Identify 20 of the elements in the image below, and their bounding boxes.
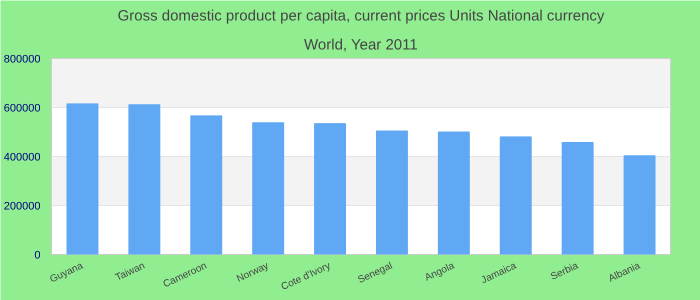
x-tick-label: Taiwan — [114, 260, 147, 284]
bar — [562, 142, 594, 254]
y-tick-label: 0 — [34, 250, 41, 262]
y-tick-label: 600000 — [4, 102, 41, 114]
y-tick-label: 200000 — [4, 200, 41, 212]
chart-title: Gross domestic product per capita, current prices Units National currency — [118, 8, 605, 24]
bar — [314, 123, 346, 254]
bar — [438, 132, 470, 254]
bar — [252, 122, 284, 254]
bar — [500, 136, 532, 254]
bar — [376, 130, 408, 254]
bar — [624, 155, 656, 254]
bar — [128, 104, 160, 254]
x-tick-label: Serbia — [549, 260, 580, 283]
y-tick-label: 400000 — [4, 152, 41, 164]
x-tick-label: Cote d'Ivory — [280, 260, 332, 293]
y-tick-label: 800000 — [4, 54, 41, 66]
bar — [190, 115, 222, 254]
bar — [66, 103, 98, 254]
chart-subtitle: World, Year 2011 — [304, 36, 418, 54]
